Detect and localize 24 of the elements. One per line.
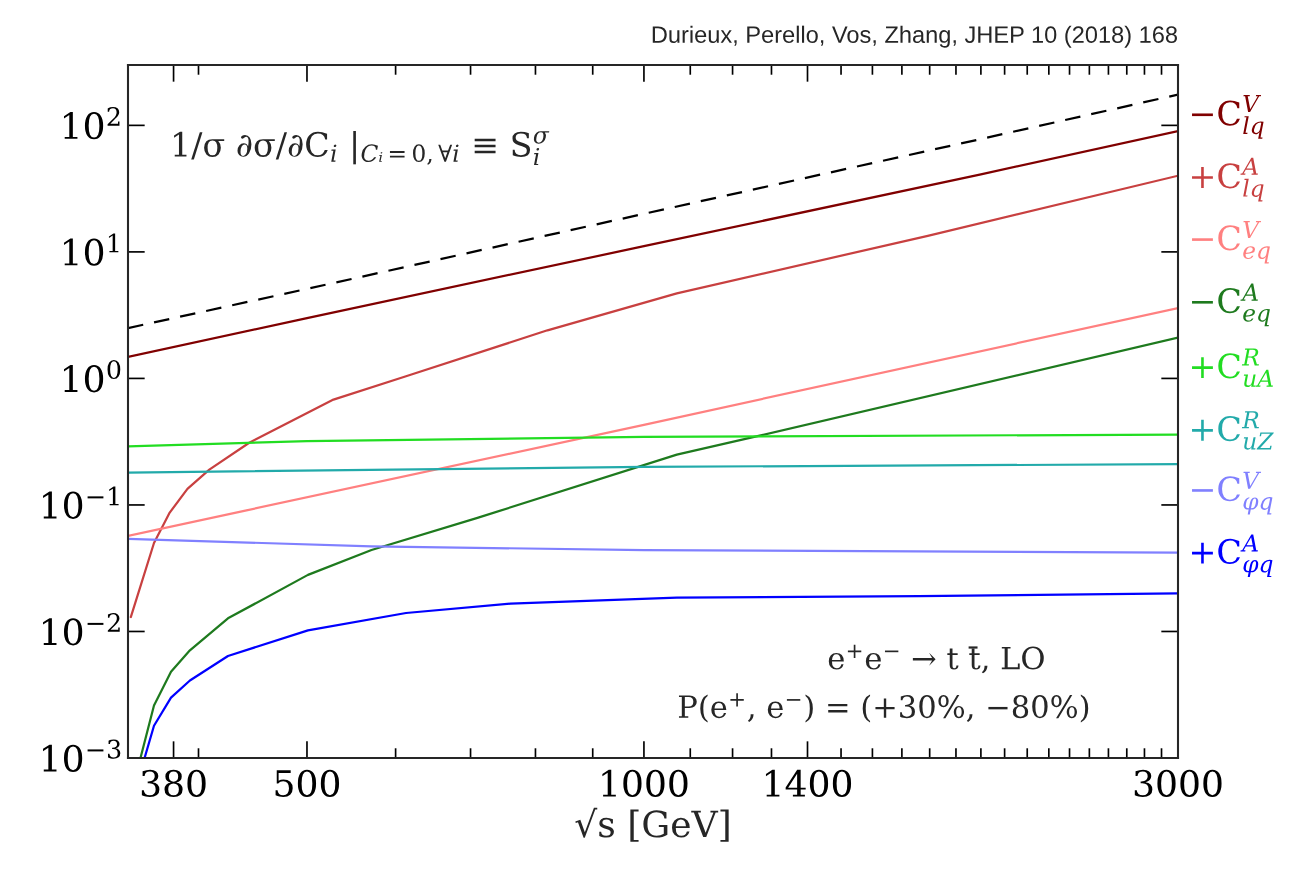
series-label: +C$^{A}$$_{φq}$ <box>1192 534 1273 578</box>
series-label: +C$^{R}$$_{uZ}$ <box>1192 411 1274 450</box>
x-tick-label: 1000 <box>602 769 688 798</box>
y-tick-label: 10$^{1}$ <box>63 233 119 266</box>
annotation: 1/σ ∂σ/∂C$_{i}$ |$_{Cᵢ=0,∀i}$ ≡ S$^{σ}$$_{i}$ <box>174 130 550 166</box>
text: Durieux, Perello, Vos, Zhang, JHEP 10 (2018) 168 <box>652 25 1177 48</box>
x-axis-title: √s [GeV] <box>575 807 729 842</box>
series-label: −C$^{V}$$_{lq}$ <box>1192 94 1264 139</box>
annotation: P(e$^{+}$, e$^{−}$) = (+30%, −80%) <box>678 693 1089 723</box>
series-label: +C$^{A}$$_{lq}$ <box>1192 157 1264 202</box>
series-label: −C$^{A}$$_{eq}$ <box>1192 283 1270 327</box>
x-tick-label: 500 <box>275 769 340 798</box>
y-tick-label: 10$^{−2}$ <box>43 613 120 646</box>
y-tick-label: 10$^{0}$ <box>63 360 121 393</box>
series-label: +C$^{R}$$_{uA}$ <box>1192 348 1273 388</box>
x-tick-label: 380 <box>141 769 206 798</box>
y-tick-label: 10$^{−1}$ <box>43 486 119 519</box>
series-label: −C$^{V}$$_{eq}$ <box>1192 220 1270 264</box>
y-tick-label: 10$^{−3}$ <box>43 739 121 772</box>
x-tick-label: 3000 <box>1134 769 1222 798</box>
y-tick-label: 10$^{2}$ <box>63 106 120 140</box>
x-tick-label: 1400 <box>765 769 852 798</box>
annotation: e$^{+}$e$^{−}$ → t t̄, LO <box>828 644 1044 674</box>
series-label: −C$^{V}$$_{φq}$ <box>1192 471 1273 515</box>
